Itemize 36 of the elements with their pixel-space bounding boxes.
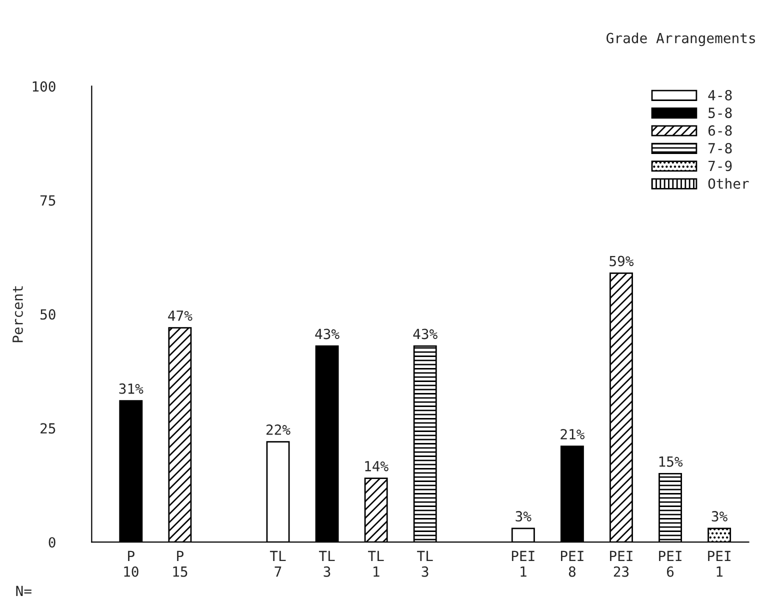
x-tick-label: P 10: [124, 550, 138, 577]
legend-label: 4-8: [708, 90, 732, 100]
text: N=: [16, 586, 32, 596]
y-tick-label: 75: [40, 195, 56, 206]
x-tick-label: PEI 6: [659, 550, 682, 577]
data-label: 47%: [168, 310, 192, 321]
data-label: 21%: [560, 428, 585, 440]
x-tick-label: TL 3: [318, 550, 335, 577]
data-label: 43%: [315, 328, 340, 340]
legend-label: Other: [708, 178, 749, 189]
x-tick-label: PEI 1: [512, 550, 534, 577]
x-tick-label: P 15: [173, 550, 188, 577]
x-tick-label: TL 1: [368, 550, 384, 577]
data-label: 59%: [610, 256, 634, 266]
x-tick-label: TL 7: [270, 550, 286, 577]
x-tick-label: PEI 8: [560, 550, 584, 577]
data-label: 3%: [712, 511, 728, 522]
legend-label: 5-8: [708, 108, 732, 118]
legend-title: Grade Arrangements: [606, 32, 755, 46]
legend-label: 7-9: [708, 160, 732, 172]
y-tick-label: 0: [48, 537, 56, 548]
y-tick-label: 100: [32, 81, 56, 92]
data-label: 15%: [659, 456, 683, 467]
legend-label: 7-8: [708, 142, 732, 154]
data-label: 31%: [119, 383, 144, 394]
data-label: 43%: [413, 328, 438, 340]
x-tick-label: PEI 23: [610, 550, 632, 577]
data-label: 22%: [266, 424, 290, 435]
y-tick-label: 50: [40, 309, 56, 320]
x-tick-label: PEI 1: [708, 550, 730, 577]
x-tick-label: TL 3: [417, 550, 433, 577]
legend-label: 6-8: [708, 125, 732, 136]
data-label: 3%: [516, 511, 532, 522]
y-tick-label: 25: [40, 423, 56, 434]
y-axis-title: Percent: [12, 286, 23, 342]
data-label: 14%: [365, 461, 388, 472]
